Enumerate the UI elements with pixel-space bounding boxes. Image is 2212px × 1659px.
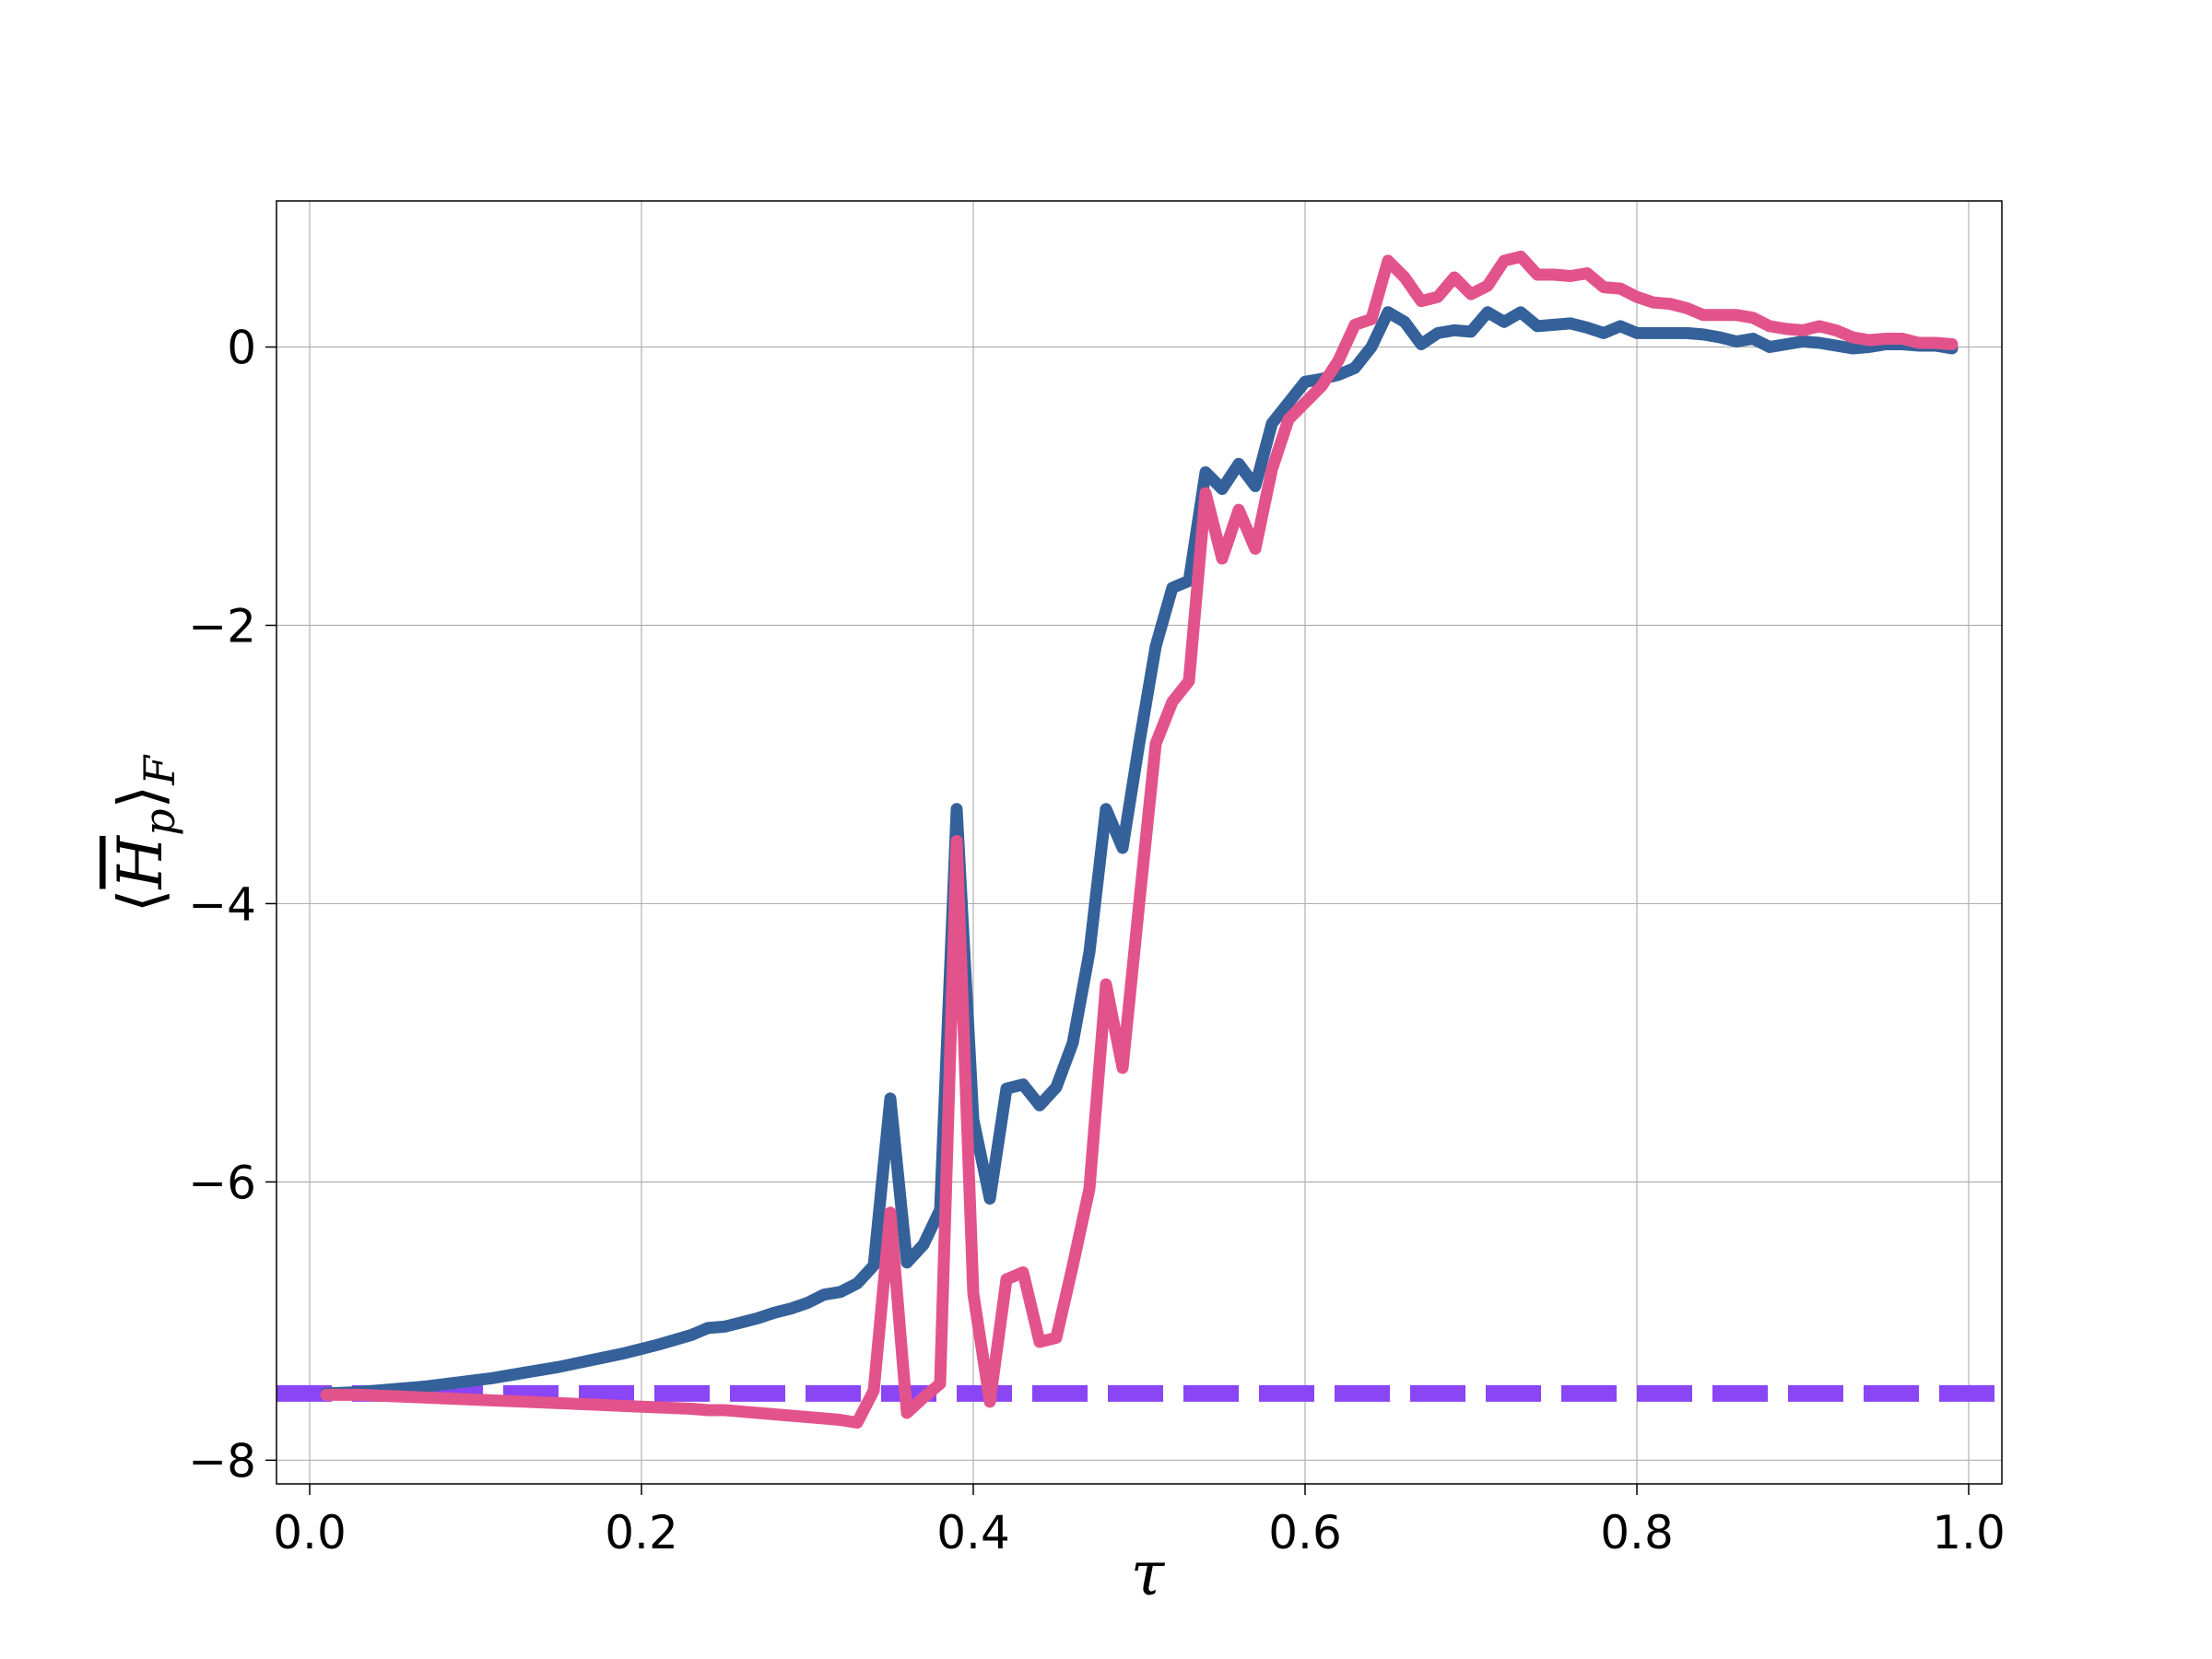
x-tick-label: 1.0: [1932, 1506, 2006, 1559]
y-label-subscript: p: [135, 808, 184, 835]
y-label-symbol: H: [105, 834, 176, 889]
y-tick-label: −2: [188, 599, 256, 653]
series-line-1: [320, 250, 1959, 1430]
tick-labels: 0.0 0.2 0.4 0.6 0.8 1.0 −8 −6 −4 −2 0: [188, 322, 2005, 1559]
y-label-open-bracket: ⟨: [105, 888, 176, 912]
y-tick-label: −4: [188, 877, 256, 931]
axis-ticks: [265, 346, 1970, 1495]
y-tick-label: −6: [188, 1156, 256, 1209]
y-axis-label: ⟨Hp⟩F: [105, 754, 184, 913]
y-tick-label: −8: [188, 1434, 256, 1488]
y-label-outer-subscript: F: [135, 754, 184, 786]
x-tick-label: 0.2: [605, 1506, 678, 1559]
x-tick-label: 0.8: [1600, 1506, 1674, 1559]
x-axis-label: τ: [1131, 1538, 1166, 1609]
x-tick-label: 0.0: [273, 1506, 347, 1559]
series-lines: [276, 250, 2002, 1430]
plot-frame: [276, 200, 2003, 1485]
svg-text:⟨Hp⟩F: ⟨Hp⟩F: [105, 754, 184, 913]
y-label-close-bracket: ⟩: [105, 785, 176, 809]
x-tick-label: 0.4: [936, 1506, 1010, 1559]
x-tick-label: 0.6: [1268, 1506, 1342, 1559]
grid-lines: [276, 201, 2002, 1484]
series-line-0: [320, 306, 1959, 1400]
y-tick-label: 0: [227, 322, 256, 375]
